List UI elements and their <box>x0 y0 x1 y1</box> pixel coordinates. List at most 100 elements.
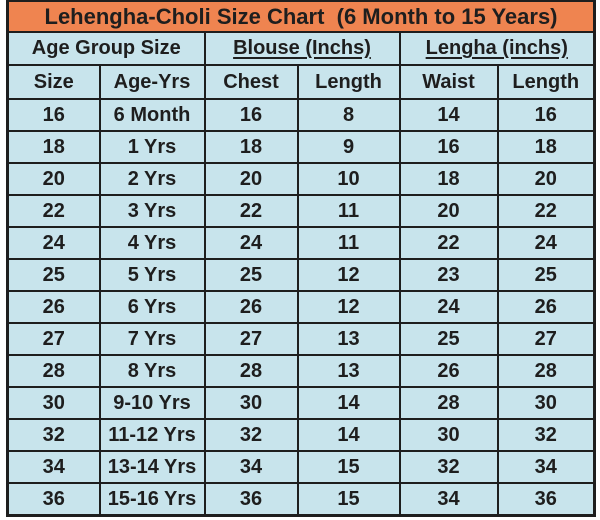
table-cell: 20 <box>203 162 299 196</box>
table-cell: 7 Yrs <box>98 322 206 356</box>
group-header-blouse: Blouse (Inchs) <box>203 31 401 66</box>
table-cell: 14 <box>296 418 401 452</box>
table-body: 16 6 Month 16 8 14 16 18 1 Yrs 18 9 16 18 20 2 Yrs 20 1… <box>6 98 596 517</box>
table-cell: 32 <box>6 418 101 452</box>
table-cell: 11 <box>296 194 401 228</box>
group-header-age-group-size: Age Group Size <box>6 31 206 66</box>
table-cell: 32 <box>398 450 499 484</box>
table-cell: 27 <box>496 322 596 356</box>
table-row: 24 4 Yrs 24 11 22 24 <box>6 226 596 260</box>
table-cell: 18 <box>496 130 596 164</box>
column-header-lengha-length: Length <box>496 64 596 100</box>
table-header: Lehengha-Choli Size Chart (6 Month to 15… <box>6 0 596 100</box>
table-cell: 22 <box>398 226 499 260</box>
group-header-lengha: Lengha (inchs) <box>398 31 596 66</box>
table-cell: 8 Yrs <box>98 354 206 388</box>
column-header-row: Size Age-Yrs Chest Length Waist Length <box>6 64 596 100</box>
table-cell: 9-10 Yrs <box>98 386 206 420</box>
column-header-chest: Chest <box>203 64 299 100</box>
table-cell: 15-16 Yrs <box>98 482 206 517</box>
table-cell: 22 <box>6 194 101 228</box>
table-row: 22 3 Yrs 22 11 20 22 <box>6 194 596 228</box>
table-cell: 20 <box>398 194 499 228</box>
table-cell: 27 <box>203 322 299 356</box>
table-cell: 14 <box>398 98 499 132</box>
table-cell: 12 <box>296 290 401 324</box>
table-cell: 13-14 Yrs <box>98 450 206 484</box>
table-cell: 12 <box>296 258 401 292</box>
group-header-row: Age Group Size Blouse (Inchs) Lengha (in… <box>6 31 596 66</box>
table-cell: 16 <box>398 130 499 164</box>
table-cell: 16 <box>496 98 596 132</box>
table-cell: 1 Yrs <box>98 130 206 164</box>
size-chart-table: Lehengha-Choli Size Chart (6 Month to 15… <box>6 0 597 517</box>
table-cell: 18 <box>398 162 499 196</box>
table-cell: 30 <box>496 386 596 420</box>
table-cell: 2 Yrs <box>98 162 206 196</box>
table-cell: 36 <box>6 482 101 517</box>
column-header-waist: Waist <box>398 64 499 100</box>
table-cell: 28 <box>203 354 299 388</box>
table-cell: 22 <box>203 194 299 228</box>
table-cell: 24 <box>398 290 499 324</box>
table-cell: 32 <box>203 418 299 452</box>
table-cell: 34 <box>6 450 101 484</box>
table-cell: 24 <box>203 226 299 260</box>
chart-title: Lehengha-Choli Size Chart (6 Month to 15… <box>6 0 596 33</box>
table-cell: 34 <box>203 450 299 484</box>
table-cell: 34 <box>496 450 596 484</box>
table-cell: 13 <box>296 322 401 356</box>
table-cell: 6 Yrs <box>98 290 206 324</box>
table-cell: 16 <box>203 98 299 132</box>
column-header-size: Size <box>6 64 101 100</box>
table-row: 27 7 Yrs 27 13 25 27 <box>6 322 596 356</box>
table-cell: 30 <box>6 386 101 420</box>
column-header-age-yrs: Age-Yrs <box>98 64 206 100</box>
table-cell: 18 <box>203 130 299 164</box>
table-cell: 15 <box>296 482 401 517</box>
table-cell: 25 <box>6 258 101 292</box>
table-cell: 26 <box>6 290 101 324</box>
table-cell: 9 <box>296 130 401 164</box>
table-cell: 10 <box>296 162 401 196</box>
table-cell: 36 <box>496 482 596 517</box>
table-cell: 28 <box>6 354 101 388</box>
table-cell: 25 <box>496 258 596 292</box>
table-cell: 26 <box>398 354 499 388</box>
table-cell: 36 <box>203 482 299 517</box>
table-cell: 24 <box>496 226 596 260</box>
table-cell: 8 <box>296 98 401 132</box>
table-row: 25 5 Yrs 25 12 23 25 <box>6 258 596 292</box>
table-cell: 20 <box>496 162 596 196</box>
table-cell: 26 <box>496 290 596 324</box>
table-cell: 20 <box>6 162 101 196</box>
column-header-blouse-length: Length <box>296 64 401 100</box>
table-cell: 32 <box>496 418 596 452</box>
table-cell: 28 <box>398 386 499 420</box>
table-cell: 3 Yrs <box>98 194 206 228</box>
table-row: 16 6 Month 16 8 14 16 <box>6 98 596 132</box>
table-cell: 22 <box>496 194 596 228</box>
table-cell: 27 <box>6 322 101 356</box>
table-cell: 14 <box>296 386 401 420</box>
table-row: 30 9-10 Yrs 30 14 28 30 <box>6 386 596 420</box>
table-cell: 5 Yrs <box>98 258 206 292</box>
table-row: 36 15-16 Yrs 36 15 34 36 <box>6 482 596 517</box>
table-row: 20 2 Yrs 20 10 18 20 <box>6 162 596 196</box>
table-row: 32 11-12 Yrs 32 14 30 32 <box>6 418 596 452</box>
table-cell: 26 <box>203 290 299 324</box>
table-cell: 15 <box>296 450 401 484</box>
table-cell: 28 <box>496 354 596 388</box>
table-cell: 16 <box>6 98 101 132</box>
table-row: 34 13-14 Yrs 34 15 32 34 <box>6 450 596 484</box>
table-row: 18 1 Yrs 18 9 16 18 <box>6 130 596 164</box>
table-row: 26 6 Yrs 26 12 24 26 <box>6 290 596 324</box>
table-cell: 13 <box>296 354 401 388</box>
table-cell: 30 <box>203 386 299 420</box>
table-cell: 18 <box>6 130 101 164</box>
table-cell: 24 <box>6 226 101 260</box>
table-cell: 6 Month <box>98 98 206 132</box>
table-cell: 11-12 Yrs <box>98 418 206 452</box>
